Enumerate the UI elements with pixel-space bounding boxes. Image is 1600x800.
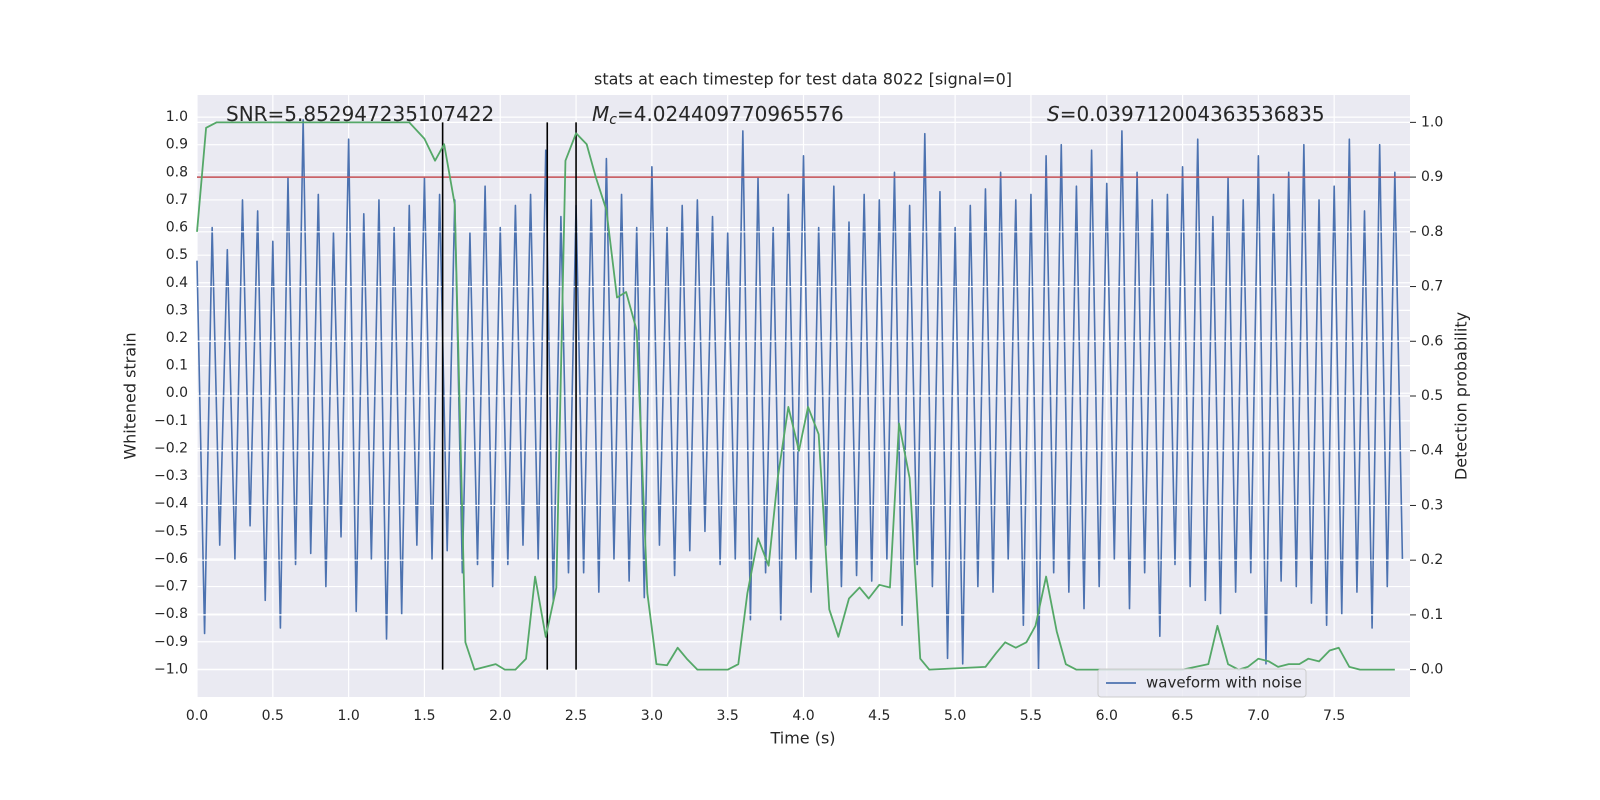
x-tick-label: 3.0 xyxy=(641,708,663,724)
annotation-symbol: S xyxy=(1047,102,1060,126)
y2-tick-label: 0.9 xyxy=(1421,169,1443,185)
x-tick-label: 1.5 xyxy=(413,708,435,724)
y-axis-label: Whitened strain xyxy=(121,332,140,459)
y-tick-label: −0.3 xyxy=(154,468,188,484)
y2-axis-label: Detection probability xyxy=(1452,312,1471,480)
legend-label: waveform with noise xyxy=(1146,674,1302,692)
y-tick-label: −0.4 xyxy=(154,496,188,512)
y2-tick-label: 0.1 xyxy=(1421,607,1443,623)
y2-tick-label: 0.0 xyxy=(1421,662,1443,678)
x-tick-label: 7.0 xyxy=(1247,708,1269,724)
probability-line xyxy=(196,121,1395,671)
annotation-text: SNR=5.852947235107422 xyxy=(226,102,494,126)
x-tick-label: 1.0 xyxy=(337,708,359,724)
y-tick-label: 0.7 xyxy=(166,192,188,208)
y2-tick-label: 0.6 xyxy=(1421,333,1443,349)
x-tick-label: 4.0 xyxy=(792,708,814,724)
y2-tick-label: 0.5 xyxy=(1421,388,1443,404)
annotation: SNR=5.852947235107422 xyxy=(226,102,494,126)
x-tick-label: 5.5 xyxy=(1020,708,1042,724)
y-tick-label: −0.7 xyxy=(154,579,188,595)
y-tick-label: 0.5 xyxy=(166,247,188,263)
y-tick-label: 0.0 xyxy=(166,385,188,401)
y2-tick-label: 0.2 xyxy=(1421,552,1443,568)
y-tick-label: −0.6 xyxy=(154,551,188,567)
y-tick-label: −0.1 xyxy=(154,413,188,429)
annotation: Mc=4.024409770965576 xyxy=(592,102,844,129)
y-tick-label: 0.3 xyxy=(166,302,188,318)
annotation: S=0.039712004363536835 xyxy=(1047,102,1325,126)
y-tick-label: −0.9 xyxy=(154,634,188,650)
legend-box xyxy=(1097,668,1307,698)
y-tick-label: 0.8 xyxy=(166,164,188,180)
y-tick-label: −0.8 xyxy=(154,606,188,622)
y2-tick-label: 0.4 xyxy=(1421,443,1443,459)
y2-tick-label: 0.7 xyxy=(1421,279,1443,295)
annotation-text: =0.039712004363536835 xyxy=(1060,102,1325,126)
x-tick-label: 0.0 xyxy=(186,708,208,724)
x-tick-label: 0.5 xyxy=(262,708,284,724)
y-tick-label: 0.4 xyxy=(166,275,188,291)
y2-tick-label: 0.8 xyxy=(1421,224,1443,240)
waveform-line xyxy=(196,119,1404,671)
annotation-subscript: c xyxy=(609,112,617,128)
y-tick-label: 0.9 xyxy=(166,137,188,153)
x-tick-label: 4.5 xyxy=(868,708,890,724)
annotation-text: =4.024409770965576 xyxy=(617,102,844,126)
x-tick-label: 6.0 xyxy=(1096,708,1118,724)
annotation-symbol: M xyxy=(592,102,609,126)
x-tick-label: 2.0 xyxy=(489,708,511,724)
y-tick-label: −1.0 xyxy=(154,661,188,677)
y-tick-label: −0.5 xyxy=(154,523,188,539)
y2-tick-label: 1.0 xyxy=(1421,114,1443,130)
x-tick-label: 6.5 xyxy=(1171,708,1193,724)
y-tick-label: 1.0 xyxy=(166,109,188,125)
x-axis-label: Time (s) xyxy=(769,729,835,748)
y-tick-label: 0.6 xyxy=(166,220,188,236)
x-tick-label: 5.0 xyxy=(944,708,966,724)
y-tick-label: −0.2 xyxy=(154,440,188,456)
y2-tick-label: 0.3 xyxy=(1421,497,1443,513)
x-tick-label: 3.5 xyxy=(717,708,739,724)
y-tick-label: 0.1 xyxy=(166,358,188,374)
x-tick-label: 7.5 xyxy=(1323,708,1345,724)
y-tick-label: 0.2 xyxy=(166,330,188,346)
chart-title: stats at each timestep for test data 802… xyxy=(594,70,1012,89)
x-tick-label: 2.5 xyxy=(565,708,587,724)
